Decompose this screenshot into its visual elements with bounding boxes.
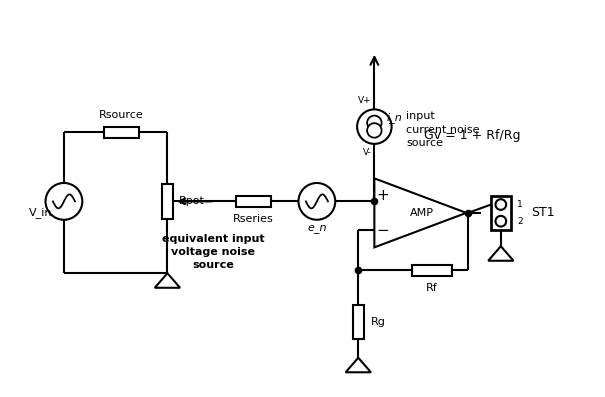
Text: Rseries: Rseries [234,214,274,224]
Text: Rg: Rg [371,317,386,327]
Circle shape [367,116,382,130]
Text: source: source [406,138,443,148]
Text: Gv = 1 + Rf/Rg: Gv = 1 + Rf/Rg [424,129,520,142]
Circle shape [298,183,335,220]
Text: i_n: i_n [387,113,403,123]
Bar [353,305,364,339]
Circle shape [495,216,506,227]
Text: V-: V- [362,148,371,158]
Polygon shape [374,178,466,247]
Text: −: − [376,223,390,238]
Circle shape [495,199,506,210]
Text: +: + [376,188,390,203]
Text: V_in: V_in [29,207,53,218]
Circle shape [357,110,391,144]
Text: e_n: e_n [307,223,327,233]
Bar [412,265,452,276]
Text: ST1: ST1 [531,206,554,220]
Text: input: input [406,111,435,121]
Circle shape [45,183,82,220]
Text: source: source [192,260,234,270]
Text: equivalent input: equivalent input [162,234,265,244]
Text: V+: V+ [358,96,371,105]
Bar [491,196,511,229]
Text: Rpot: Rpot [179,197,204,206]
Bar [237,196,271,207]
Text: voltage noise: voltage noise [171,247,255,257]
Polygon shape [155,273,180,288]
Text: 1: 1 [517,200,523,209]
Text: current noise: current noise [406,125,480,135]
Text: Rsource: Rsource [99,110,144,120]
Bar [104,127,139,138]
Text: 2: 2 [517,217,523,226]
Polygon shape [345,358,371,372]
Polygon shape [488,246,514,261]
Text: Rf: Rf [426,283,438,293]
Text: AMP: AMP [410,208,434,218]
Bar [162,184,173,219]
Circle shape [367,123,382,138]
